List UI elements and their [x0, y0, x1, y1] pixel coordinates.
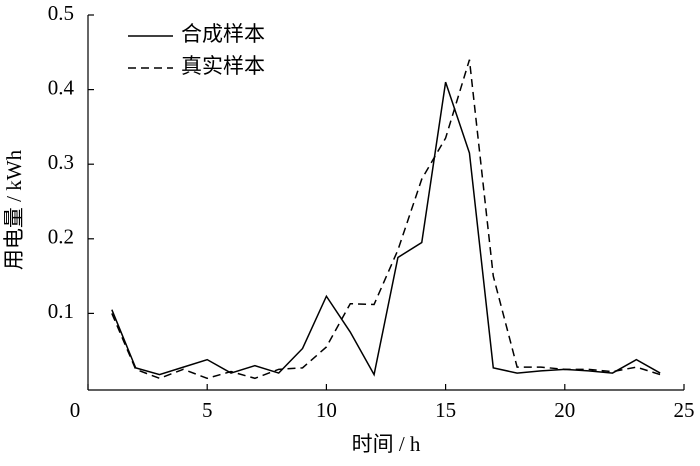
x-axis-label: 时间 / h	[352, 432, 421, 456]
x-tick-label: 10	[316, 398, 337, 422]
line-series	[111, 59, 661, 380]
y-axis-label: 用电量 / kWh	[2, 149, 26, 270]
y-tick-label: 0.3	[48, 150, 74, 174]
y-tick-label: 0.2	[48, 225, 74, 249]
y-tick-label: 0.1	[48, 299, 74, 323]
line-series	[111, 81, 661, 377]
x-tick-label: 25	[674, 398, 695, 422]
x-tick-label: 5	[202, 398, 213, 422]
y-tick-label: 0.4	[48, 75, 75, 99]
x-tick-label: 0	[70, 398, 81, 422]
legend-label: 合成样本	[181, 22, 265, 46]
legend-label: 真实样本	[181, 54, 265, 78]
x-tick-label: 20	[554, 398, 575, 422]
x-tick-label: 15	[435, 398, 456, 422]
y-tick-label: 0.5	[48, 1, 74, 25]
